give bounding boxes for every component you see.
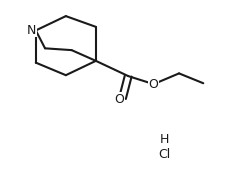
Text: H: H: [159, 133, 169, 146]
Text: Cl: Cl: [158, 148, 170, 161]
Text: O: O: [115, 93, 125, 106]
Text: N: N: [27, 24, 36, 37]
Text: O: O: [149, 78, 158, 91]
